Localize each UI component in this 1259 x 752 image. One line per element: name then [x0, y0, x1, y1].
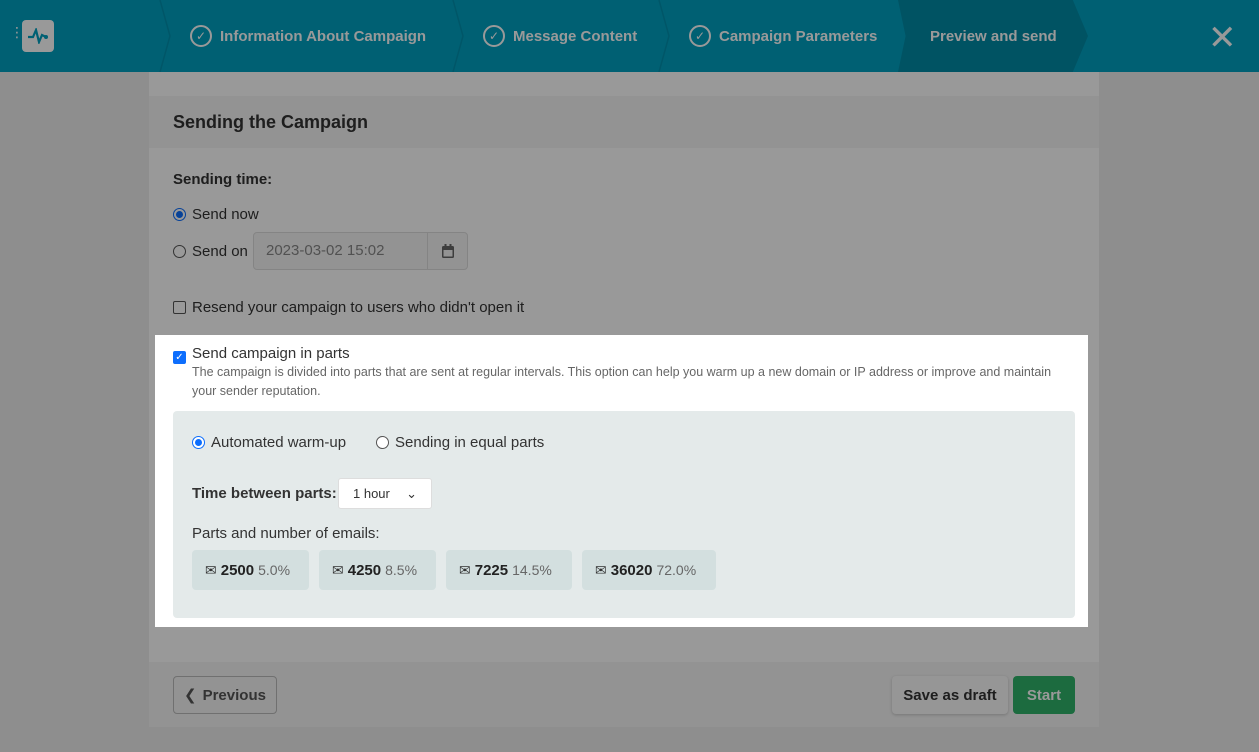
card-title: Sending the Campaign — [149, 96, 1099, 148]
resend-checkbox[interactable]: Resend your campaign to users who didn't… — [173, 299, 524, 316]
check-circle-icon: ✓ — [483, 25, 505, 47]
start-button[interactable]: Start — [1013, 676, 1075, 714]
radio-icon[interactable] — [376, 436, 389, 449]
part-chip: ✉ 4250 8.5% — [319, 550, 436, 590]
step-preview-send[interactable]: Preview and send — [930, 27, 1057, 45]
parts-count-label: Parts and number of emails: — [192, 525, 380, 542]
checkbox-icon[interactable] — [173, 301, 186, 314]
parts-options-panel: Automated warm-up Sending in equal parts… — [173, 411, 1075, 618]
step-information[interactable]: ✓ Information About Campaign — [190, 0, 426, 72]
chevron-down-icon: ⌄ — [406, 486, 417, 501]
automated-warmup-radio[interactable]: Automated warm-up — [192, 434, 346, 451]
check-circle-icon: ✓ — [689, 25, 711, 47]
time-between-label: Time between parts: — [192, 485, 337, 502]
radio-icon[interactable] — [192, 436, 205, 449]
calendar-icon[interactable] — [427, 233, 467, 269]
step-separator — [159, 0, 171, 72]
step-separator — [452, 0, 464, 72]
checkbox-checked-icon[interactable]: ✓ — [173, 351, 186, 364]
previous-button[interactable]: ❮ Previous — [173, 676, 277, 714]
wizard-header: ⋮ ✓ Information About Campaign ✓ Message C… — [0, 0, 1259, 72]
part-chip: ✉ 7225 14.5% — [446, 550, 572, 590]
send-now-radio[interactable]: Send now — [173, 206, 259, 223]
close-icon[interactable]: ✕ — [1208, 19, 1237, 57]
step-separator — [658, 0, 670, 72]
step-active-bg — [898, 0, 1088, 72]
equal-parts-radio[interactable]: Sending in equal parts — [376, 434, 544, 451]
step-campaign-parameters[interactable]: ✓ Campaign Parameters — [689, 0, 877, 72]
card-footer: ❮ Previous Save as draft Start — [149, 662, 1099, 727]
sending-time-label: Sending time: — [173, 171, 273, 188]
check-circle-icon: ✓ — [190, 25, 212, 47]
app-logo-icon[interactable] — [22, 20, 54, 52]
parts-description: The campaign is divided into parts that … — [192, 365, 1052, 398]
send-date-input[interactable]: 2023-03-02 15:02 — [253, 232, 468, 270]
envelope-icon: ✉ — [459, 561, 471, 578]
save-draft-button[interactable]: Save as draft — [892, 676, 1008, 714]
part-chip: ✉ 2500 5.0% — [192, 550, 309, 590]
step-message-content[interactable]: ✓ Message Content — [483, 0, 637, 72]
envelope-icon: ✉ — [595, 561, 607, 578]
part-chip: ✉ 36020 72.0% — [582, 550, 716, 590]
send-on-radio[interactable]: Send on — [173, 243, 248, 260]
envelope-icon: ✉ — [205, 561, 217, 578]
radio-icon[interactable] — [173, 245, 186, 258]
time-between-select[interactable]: 1 hour ⌄ — [338, 478, 432, 509]
radio-icon[interactable] — [173, 208, 186, 221]
send-in-parts-checkbox[interactable]: ✓ Send campaign in parts — [173, 345, 350, 364]
chevron-left-icon: ❮ — [184, 687, 197, 704]
envelope-icon: ✉ — [332, 561, 344, 578]
parts-highlight-section: ✓ Send campaign in parts The campaign is … — [155, 335, 1088, 627]
